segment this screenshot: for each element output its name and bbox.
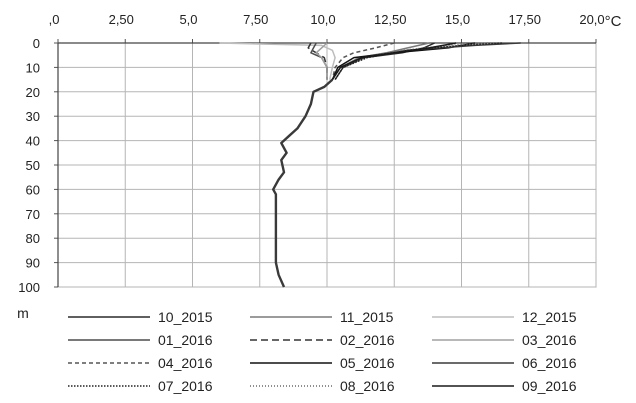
y-tick-label: 30	[26, 109, 40, 124]
x-tick-label: 15,0	[445, 12, 470, 27]
y-tick-label: 0	[33, 36, 40, 51]
y-axis-unit-label: m	[17, 305, 29, 321]
y-tick-label: 80	[26, 231, 40, 246]
y-tick-label: 50	[26, 158, 40, 173]
x-tick-label: 17,50	[508, 12, 541, 27]
legend-label: 03_2016	[522, 332, 577, 348]
series-line-03_2016	[315, 42, 328, 80]
series-line-12_2015	[219, 42, 336, 80]
series-line-10_2015	[334, 42, 435, 81]
x-tick-label: ,0	[49, 12, 60, 27]
legend-label: 10_2015	[158, 309, 213, 325]
y-tick-label: 70	[26, 207, 40, 222]
y-tick-label: 90	[26, 256, 40, 271]
y-tick-label: 60	[26, 182, 40, 197]
x-tick-label: 20,0	[579, 12, 604, 27]
legend-label: 12_2015	[522, 309, 577, 325]
y-tick-label: 40	[26, 134, 40, 149]
series-line-04_2016	[331, 42, 395, 80]
x-tick-label: 5,0	[179, 12, 197, 27]
legend-label: 05_2016	[340, 355, 395, 371]
y-tick-label: 100	[18, 280, 40, 295]
x-tick-label: 7,50	[243, 12, 268, 27]
y-tick-label: 20	[26, 85, 40, 100]
legend-label: 06_2016	[522, 355, 577, 371]
legend-label: 02_2016	[340, 332, 395, 348]
legend-label: 11_2015	[340, 309, 394, 325]
y-tick-label: 10	[26, 60, 40, 75]
x-tick-label: 10,0	[310, 12, 335, 27]
legend-label: 07_2016	[158, 378, 213, 394]
legend-label: 08_2016	[340, 378, 395, 394]
legend-label: 01_2016	[158, 332, 213, 348]
series-line-09_2016	[331, 42, 457, 81]
legend-label: 04_2016	[158, 355, 213, 371]
x-axis-unit-label: °C	[605, 13, 622, 30]
x-tick-label: 2,50	[109, 12, 134, 27]
x-tick-label: 12,50	[374, 12, 407, 27]
deep-profile-line	[272, 78, 334, 288]
legend-label: 09_2016	[522, 378, 577, 394]
